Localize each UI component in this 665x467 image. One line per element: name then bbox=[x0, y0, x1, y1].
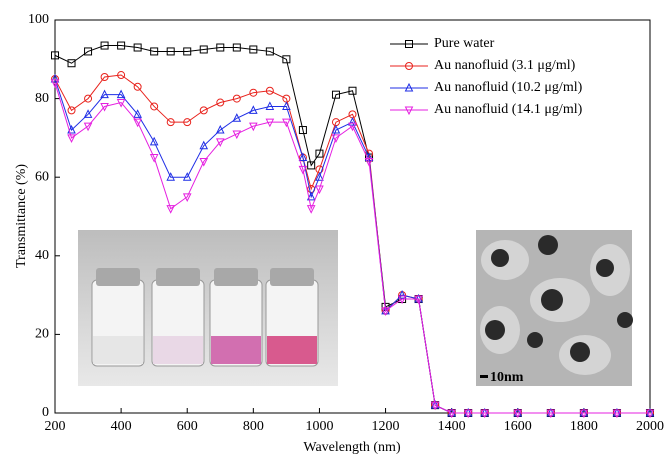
y-tick-label: 20 bbox=[35, 327, 49, 342]
legend-label: Pure water bbox=[434, 36, 495, 51]
y-tick-label: 40 bbox=[35, 248, 49, 263]
x-tick-label: 800 bbox=[243, 419, 264, 434]
legend-label: Au nanofluid (3.1 μg/ml) bbox=[434, 58, 576, 73]
legend-label: Au nanofluid (14.1 μg/ml) bbox=[434, 102, 583, 117]
x-tick-label: 1200 bbox=[372, 419, 400, 434]
x-tick-label: 2000 bbox=[636, 419, 664, 434]
scale-label: 10nm bbox=[490, 370, 524, 385]
x-tick-label: 400 bbox=[111, 419, 132, 434]
y-tick-label: 100 bbox=[28, 12, 49, 27]
x-tick-label: 200 bbox=[45, 419, 66, 434]
y-tick-label: 0 bbox=[42, 405, 49, 420]
x-tick-label: 1400 bbox=[438, 419, 466, 434]
x-tick-label: 1800 bbox=[570, 419, 598, 434]
x-tick-label: 600 bbox=[177, 419, 198, 434]
y-tick-label: 80 bbox=[35, 91, 49, 106]
y-tick-label: 60 bbox=[35, 169, 49, 184]
legend-label: Au nanofluid (10.2 μg/ml) bbox=[434, 80, 583, 95]
tem-image: 10nm bbox=[476, 230, 633, 386]
chart: 10nm Wavelength (nm) Transmittance (%) 0… bbox=[0, 0, 665, 462]
x-tick-label: 1000 bbox=[305, 419, 333, 434]
vial-photo bbox=[78, 230, 338, 386]
y-axis-label: Transmittance (%) bbox=[14, 164, 29, 268]
x-axis-label: Wavelength (nm) bbox=[303, 440, 401, 455]
x-tick-label: 1600 bbox=[504, 419, 532, 434]
